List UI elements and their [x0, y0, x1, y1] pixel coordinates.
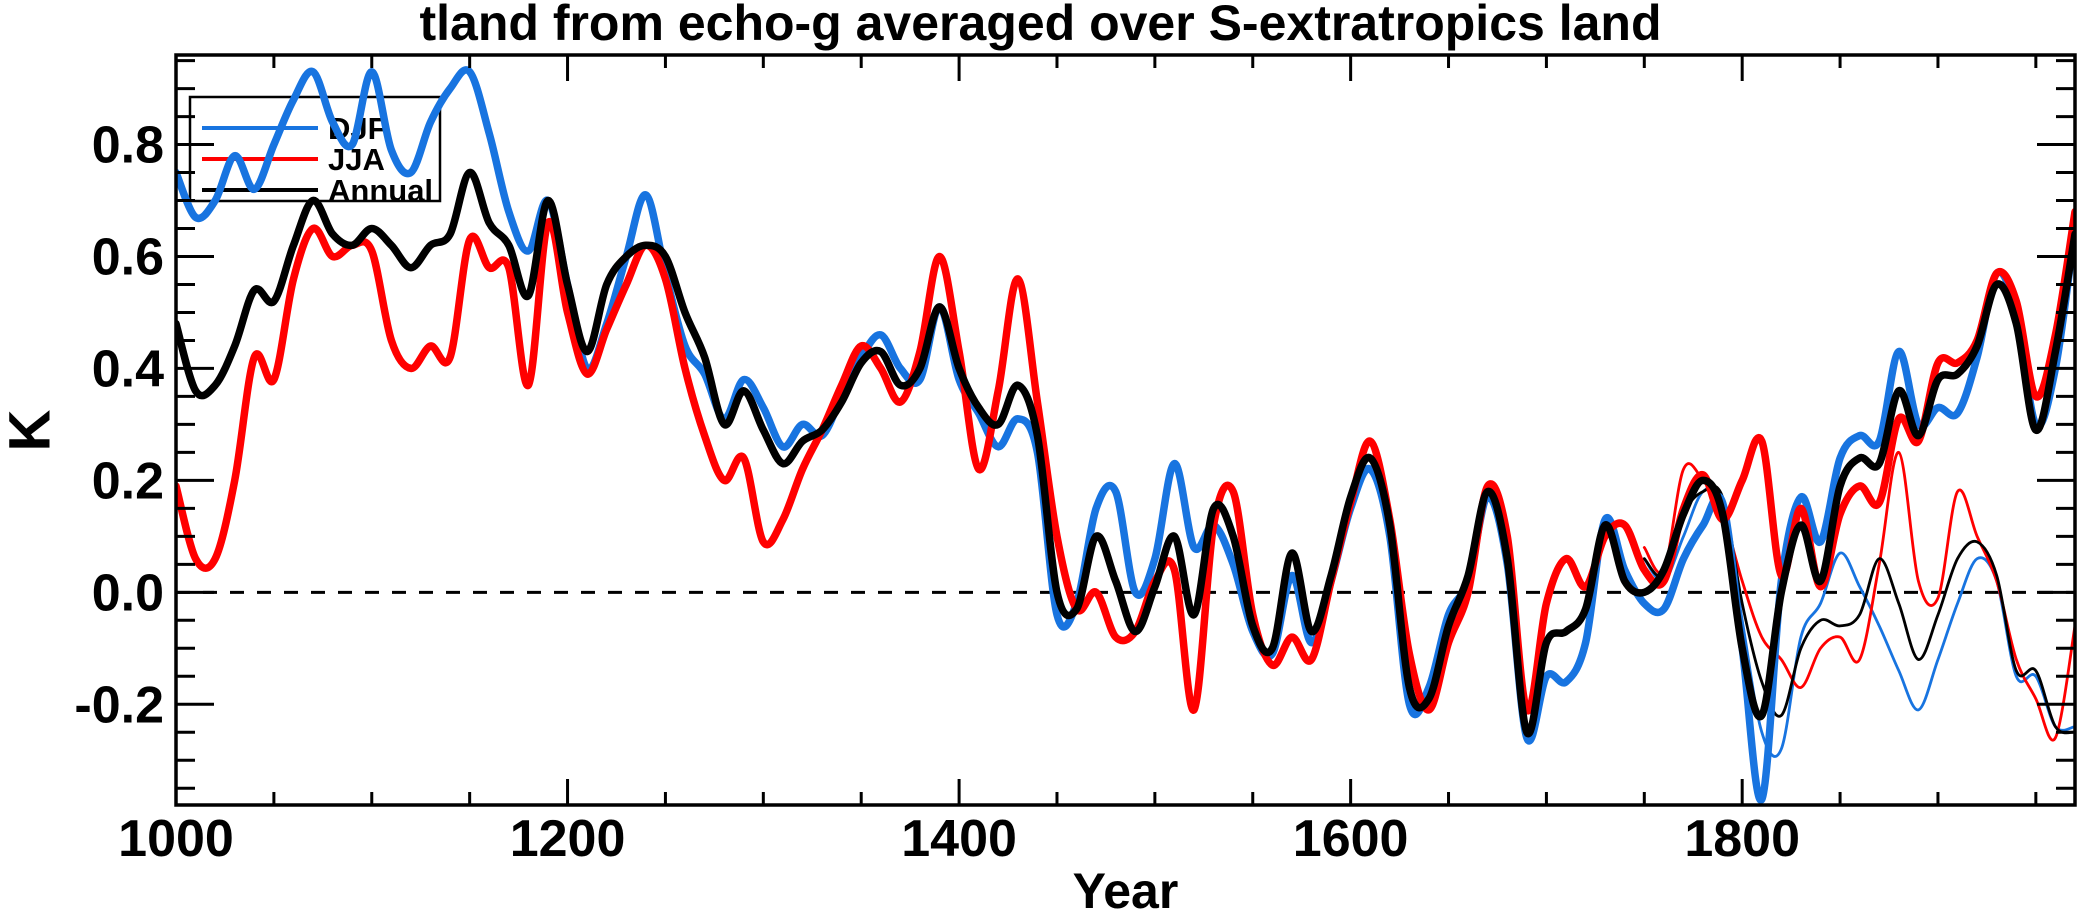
series-annual-line: [176, 168, 2075, 738]
legend-label-annual: Annual: [328, 173, 433, 208]
x-axis-title: Year: [1072, 863, 1179, 919]
axis-frame: [174, 53, 2077, 807]
y-tick-label: 0.0: [92, 564, 164, 622]
y-tick-label: 0.4: [92, 340, 164, 398]
series-djf-thin-run-line: [1642, 485, 2075, 758]
x-tick-label: 1000: [118, 810, 234, 868]
y-tick-label: 0.6: [92, 228, 164, 286]
axis-ticks: [174, 55, 2075, 805]
series-group: [176, 66, 2075, 804]
y-tick-label: 0.8: [92, 117, 164, 175]
x-tick-label: 1400: [901, 810, 1017, 868]
x-tick-label: 1800: [1684, 810, 1800, 868]
x-tick-label: 1600: [1293, 810, 1409, 868]
chart-title: tland from echo-g averaged over S-extrat…: [419, 0, 1662, 51]
legend-label-jja: JJA: [328, 142, 385, 177]
x-tick-label: 1200: [510, 810, 626, 868]
series-djf-line: [176, 66, 2075, 804]
series-annual-thin-run-line: [1642, 484, 2075, 735]
series-jja-line: [176, 207, 2075, 715]
y-tick-label: 0.2: [92, 452, 164, 510]
y-tick-label: -0.2: [74, 676, 164, 734]
